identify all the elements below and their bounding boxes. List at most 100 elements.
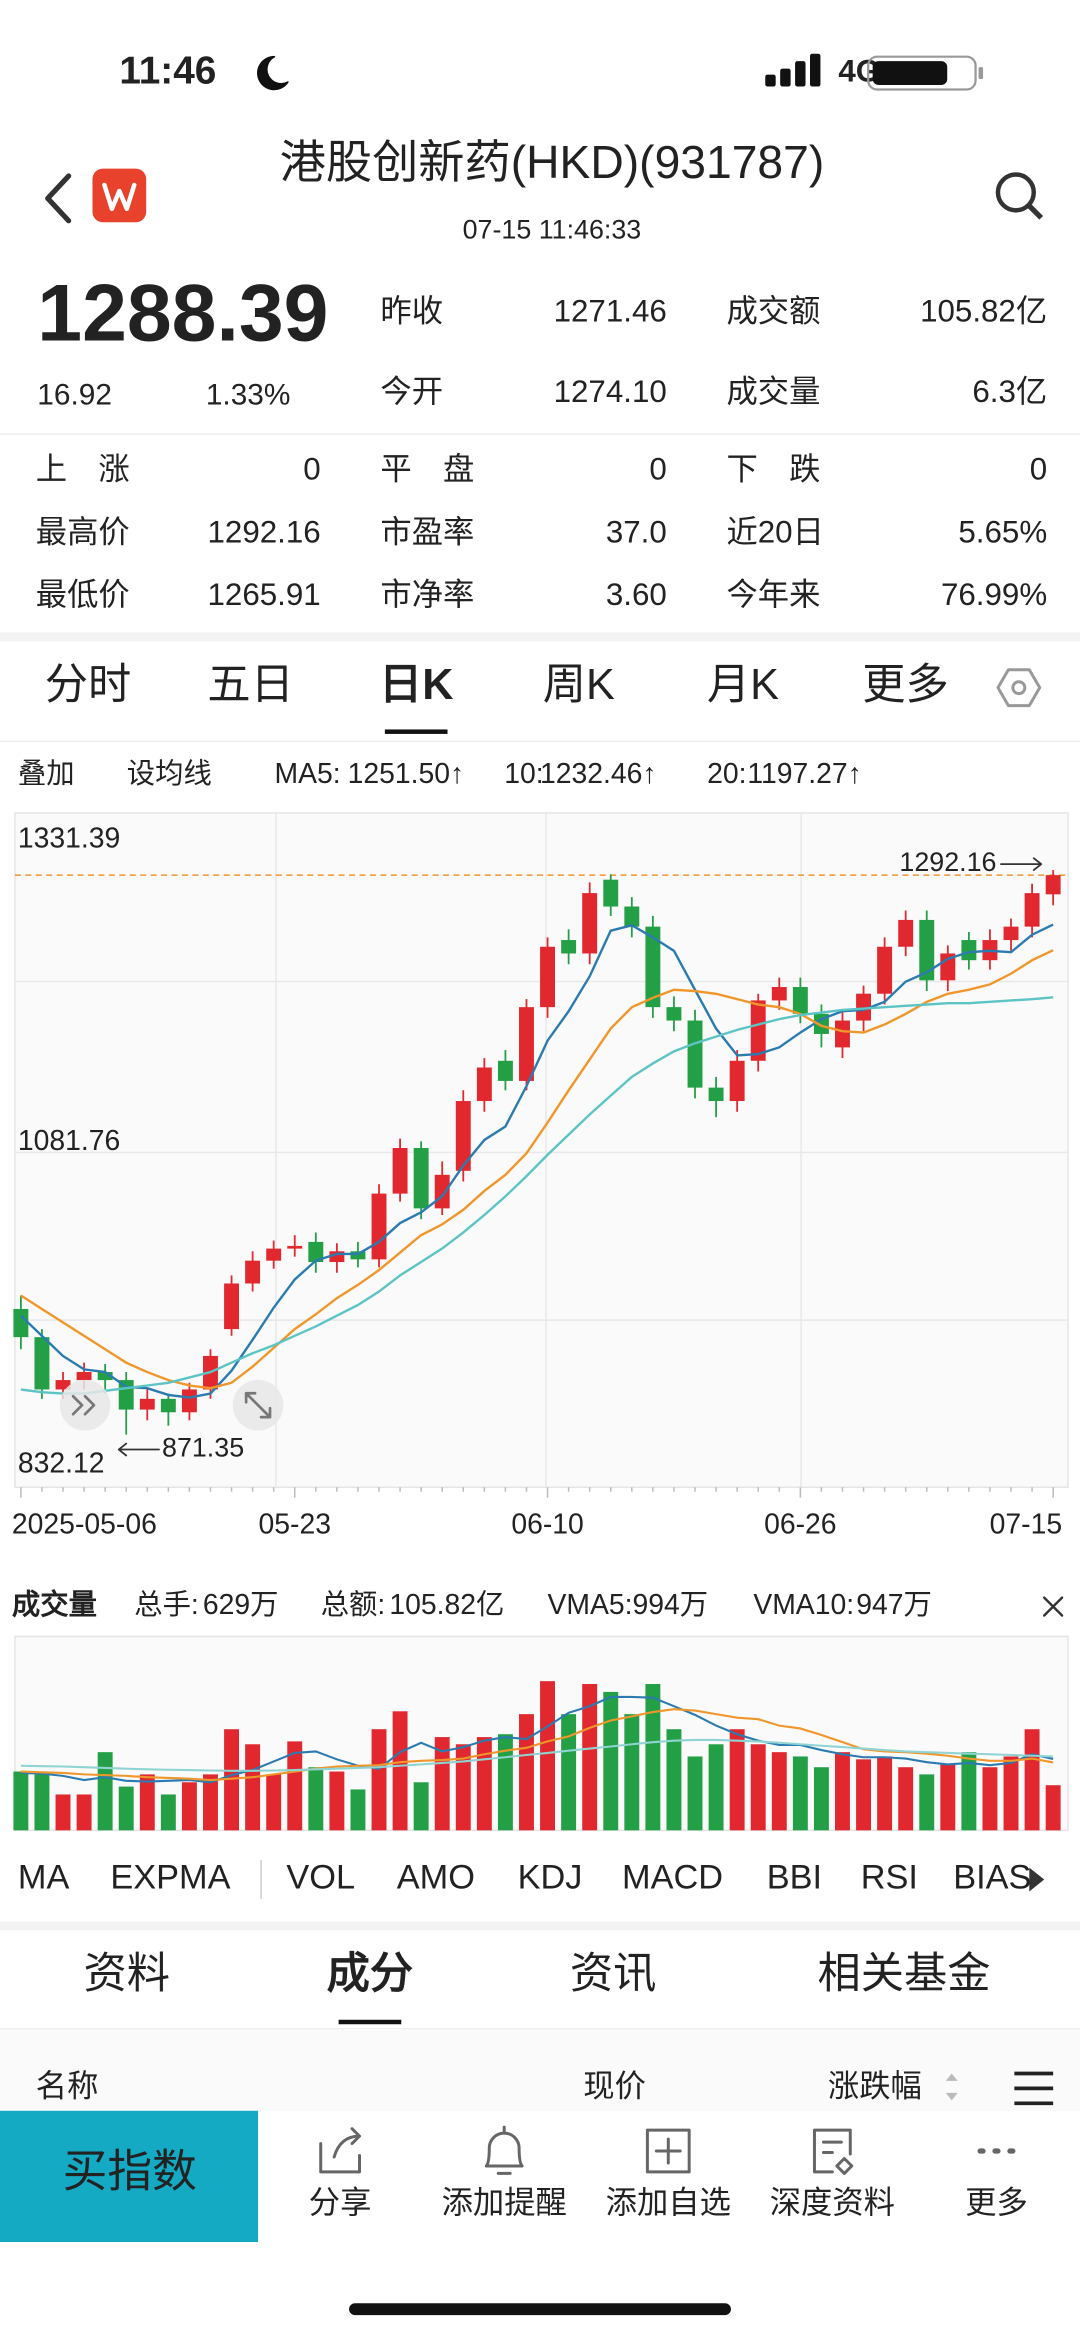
app-logo-mark <box>102 182 137 212</box>
sort-icon <box>945 2073 958 2101</box>
ma-legend-value: 1232.46↑ <box>540 758 657 790</box>
candle-body <box>1045 875 1061 895</box>
volume-bar <box>371 1729 387 1831</box>
vma-legend-label: VMA5: <box>547 1589 632 1621</box>
content-tab[interactable]: 资讯 <box>570 1950 657 1998</box>
period-tab[interactable]: 五日 <box>207 661 294 709</box>
search-icon[interactable] <box>995 172 1036 213</box>
toolbar-item[interactable]: 添加提醒 <box>442 2185 567 2220</box>
candle-body <box>877 946 893 994</box>
section-gap <box>0 1921 1080 1931</box>
signal-bar <box>780 68 791 87</box>
price-change-pct: 1.33% <box>206 379 291 412</box>
toolbar-item[interactable]: 分享 <box>309 2185 372 2220</box>
stat-label: 平 盘 <box>380 452 474 487</box>
candle-body <box>329 1251 345 1263</box>
stat-label: 市净率 <box>380 577 474 612</box>
indicator-tab[interactable]: KDJ <box>518 1859 583 1897</box>
toolbar-icon <box>645 2128 691 2174</box>
header-title: 港股创新药(HKD)(931787) <box>280 136 825 188</box>
candle-body <box>835 1020 850 1048</box>
list-header: 名称 <box>36 2069 99 2104</box>
candle-body <box>898 919 914 947</box>
candle-body <box>1003 926 1019 941</box>
chart-frame <box>14 812 1069 1488</box>
list-header[interactable]: 涨跌幅 <box>828 2069 922 2104</box>
stat-value: 0 <box>303 452 320 487</box>
settings-icon[interactable] <box>996 668 1042 708</box>
toolbar-item[interactable]: 添加自选 <box>606 2185 731 2220</box>
volume-bar <box>919 1774 935 1831</box>
volume-bar <box>624 1714 640 1831</box>
period-tab[interactable]: 月K <box>707 661 779 709</box>
indicator-tab[interactable]: AMO <box>397 1859 475 1897</box>
tab-underline <box>338 2019 402 2025</box>
y-tick-label: 832.12 <box>18 1447 105 1479</box>
candle-body <box>350 1251 366 1260</box>
volume-bar <box>350 1789 366 1831</box>
content-tab[interactable]: 成分 <box>327 1950 414 1998</box>
list-header: 现价 <box>583 2069 646 2104</box>
signal-bar <box>809 53 821 87</box>
close-icon[interactable] <box>1043 1596 1064 1617</box>
volume-stat-value: 629万 <box>203 1589 279 1621</box>
candle-body <box>371 1193 387 1260</box>
volume-bar <box>666 1729 682 1831</box>
back-button[interactable] <box>45 173 72 224</box>
volume-stat-label: 总手: <box>134 1589 199 1621</box>
volume-bar <box>224 1729 240 1831</box>
stat-label: 最高价 <box>36 514 130 549</box>
indicator-tab[interactable]: RSI <box>861 1859 918 1897</box>
volume-bar <box>519 1714 534 1831</box>
candle-body <box>224 1283 240 1330</box>
toolbar-icon <box>484 2125 524 2175</box>
period-tab[interactable]: 周K <box>543 661 615 709</box>
stat-label: 下 跌 <box>726 452 820 487</box>
content-tab[interactable]: 资料 <box>84 1950 171 1998</box>
candle-body <box>687 1020 703 1088</box>
candle-body <box>308 1241 324 1263</box>
candle-body <box>708 1087 724 1102</box>
set-ma-button[interactable]: 设均线 <box>127 758 212 790</box>
scroll-button[interactable] <box>59 1379 111 1431</box>
indicator-tab[interactable]: BIAS <box>953 1859 1031 1897</box>
more-indicators-arrow <box>1029 1867 1045 1892</box>
ma-line <box>20 949 1054 1390</box>
volume-bar <box>898 1767 914 1831</box>
stat-value: 5.65% <box>958 514 1047 549</box>
period-tab[interactable]: 分时 <box>45 661 132 709</box>
indicator-tab[interactable]: EXPMA <box>110 1859 230 1897</box>
candle-body <box>13 1308 29 1338</box>
last-price: 1288.39 <box>37 269 328 359</box>
stat-value: 3.60 <box>606 577 667 612</box>
volume-bar <box>455 1744 471 1831</box>
candle-body <box>919 919 935 981</box>
candle-body <box>603 879 619 907</box>
indicator-tab[interactable]: MACD <box>622 1859 723 1897</box>
volume-bar <box>982 1767 998 1831</box>
overlay-button[interactable]: 叠加 <box>18 758 75 790</box>
ma-legend-label: 20: <box>707 758 746 790</box>
stat-label: 最低价 <box>36 577 130 612</box>
toolbar-item[interactable]: 深度资料 <box>770 2185 895 2220</box>
volume-bar <box>287 1741 303 1831</box>
volume-bar <box>582 1684 598 1831</box>
period-tab[interactable]: 更多 <box>862 661 949 709</box>
toolbar-icon <box>812 2128 854 2175</box>
period-tab-active[interactable]: 日K <box>379 661 453 709</box>
candle-body <box>97 1372 113 1381</box>
volume-bar <box>729 1729 745 1831</box>
candle-body <box>961 940 977 961</box>
volume-bar <box>118 1786 134 1831</box>
indicator-tab[interactable]: VOL <box>286 1859 355 1897</box>
volume-bar <box>940 1764 956 1831</box>
buy-button[interactable] <box>0 2110 259 2243</box>
volume-bar <box>1045 1785 1061 1831</box>
content-tab[interactable]: 相关基金 <box>817 1950 990 1998</box>
indicator-tab[interactable]: BBI <box>767 1859 822 1897</box>
indicator-tab[interactable]: MA <box>18 1859 70 1897</box>
volume-bar <box>1003 1756 1019 1831</box>
toolbar-item[interactable]: 更多 <box>965 2185 1028 2220</box>
candle-body <box>455 1101 471 1171</box>
price-change: 16.92 <box>37 379 112 412</box>
